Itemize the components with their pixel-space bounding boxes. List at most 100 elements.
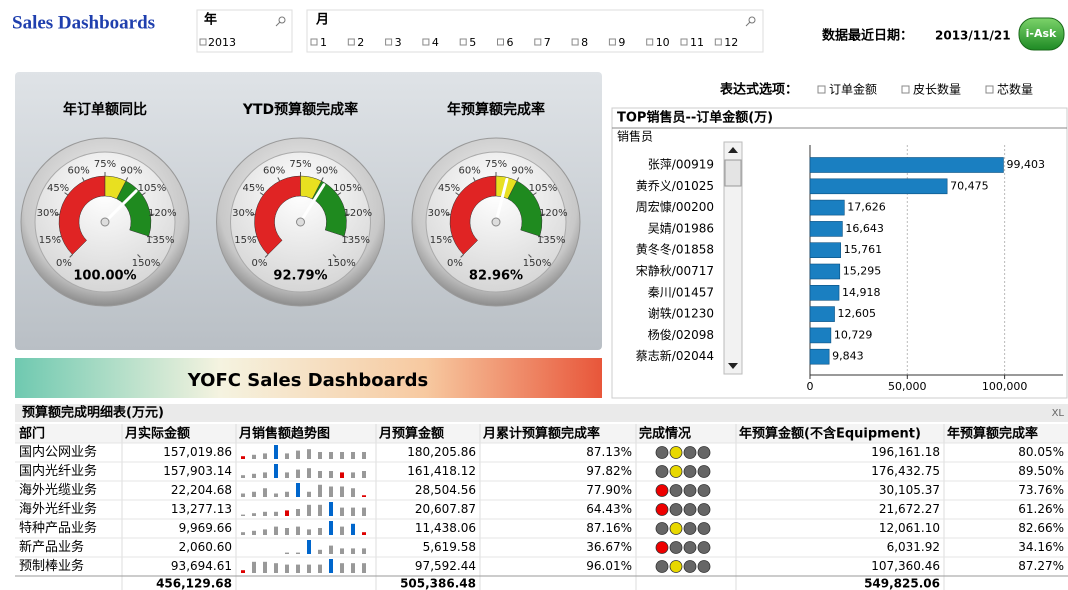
- year-checkbox[interactable]: [200, 39, 206, 45]
- trend-bar: [307, 565, 311, 573]
- trend-bar: [307, 492, 311, 497]
- status-light: [684, 542, 696, 554]
- month-checkbox[interactable]: [681, 39, 687, 45]
- year-budget: 176,432.75: [871, 464, 940, 478]
- rate: 77.90%: [586, 483, 632, 497]
- expression-checkbox[interactable]: [902, 86, 909, 93]
- trend-bar: [296, 483, 300, 497]
- month-checkbox[interactable]: [715, 39, 721, 45]
- status-light: [670, 485, 682, 497]
- trend-bar: [241, 570, 245, 573]
- expression-checkbox[interactable]: [986, 86, 993, 93]
- status-light: [656, 504, 668, 516]
- trend-bar: [318, 565, 322, 573]
- trend-bar: [263, 472, 267, 478]
- column-header: 月销售额趋势图: [238, 426, 330, 442]
- month-checkbox[interactable]: [460, 39, 466, 45]
- trend-bar: [329, 471, 333, 478]
- month-checkbox[interactable]: [311, 39, 317, 45]
- status-light: [670, 523, 682, 535]
- trend-bar: [296, 470, 300, 478]
- dept: 新产品业务: [19, 539, 84, 555]
- year-budget: 21,672.27: [879, 502, 940, 516]
- month-checkbox[interactable]: [572, 39, 578, 45]
- month-option: 9: [618, 36, 625, 49]
- trend-bar: [263, 488, 267, 497]
- trend-bar: [318, 505, 322, 516]
- trend-bar: [263, 562, 267, 573]
- trend-bar: [241, 532, 245, 535]
- gauge-hub: [297, 218, 305, 226]
- bar: [810, 264, 840, 279]
- actual: 157,903.14: [163, 464, 232, 478]
- trend-bar: [296, 509, 300, 516]
- trend-bar: [252, 513, 256, 516]
- bar: [810, 285, 839, 300]
- scroll-thumb: [725, 160, 741, 186]
- trend-bar: [263, 512, 267, 516]
- actual: 22,204.68: [171, 483, 232, 497]
- table-title-bar: [15, 404, 1068, 422]
- trend-bar: [329, 452, 333, 459]
- gauge-tick-label: 0%: [56, 258, 72, 269]
- trend-bar: [340, 548, 344, 554]
- gauge-tick-label: 135%: [537, 235, 566, 246]
- trend-bar: [351, 563, 355, 573]
- expression-option: 皮长数量: [913, 82, 961, 97]
- y-tick-label: 黄乔义/01025: [636, 179, 714, 193]
- data-label: 10,729: [834, 328, 873, 341]
- month-checkbox[interactable]: [498, 39, 504, 45]
- gauge-tick-label: 150%: [327, 258, 356, 269]
- status-light: [656, 523, 668, 535]
- actual: 2,060.60: [179, 540, 232, 554]
- status-light: [698, 466, 710, 478]
- status-light: [684, 561, 696, 573]
- month-checkbox[interactable]: [423, 39, 429, 45]
- data-label: 17,626: [847, 201, 886, 214]
- date-value: 2013/11/21: [935, 29, 1011, 43]
- budget: 20,607.87: [415, 502, 476, 516]
- trend-bar: [296, 451, 300, 459]
- total-actual: 456,129.68: [156, 577, 232, 590]
- year-rate: 73.76%: [1018, 483, 1064, 497]
- year-budget: 12,061.10: [879, 521, 940, 535]
- actual: 13,277.13: [171, 502, 232, 516]
- year-budget: 6,031.92: [887, 540, 940, 554]
- trend-bar: [340, 527, 344, 535]
- gauge-hub: [101, 218, 109, 226]
- gauge-tick-label: 150%: [523, 258, 552, 269]
- expression-checkbox[interactable]: [818, 86, 825, 93]
- dept: 海外光纤业务: [19, 501, 97, 517]
- trend-bar: [263, 529, 267, 535]
- status-light: [656, 447, 668, 459]
- total-budget: 505,386.48: [400, 577, 476, 590]
- gauge-tick-label: 135%: [341, 235, 370, 246]
- month-checkbox[interactable]: [647, 39, 653, 45]
- rate: 96.01%: [586, 559, 632, 573]
- trend-bar: [351, 548, 355, 554]
- month-option: 5: [469, 36, 476, 49]
- trend-bar: [274, 563, 278, 573]
- trend-bar: [274, 494, 278, 498]
- status-light: [684, 485, 696, 497]
- rate: 64.43%: [586, 502, 632, 516]
- year-label: 年: [204, 12, 217, 28]
- x-tick-label: 50,000: [888, 380, 927, 393]
- bar: [810, 200, 844, 215]
- expression-option: 芯数量: [997, 82, 1033, 97]
- status-light: [656, 561, 668, 573]
- month-checkbox[interactable]: [609, 39, 615, 45]
- trend-bar: [285, 565, 289, 573]
- trend-bar: [307, 468, 311, 478]
- month-checkbox[interactable]: [535, 39, 541, 45]
- month-checkbox[interactable]: [386, 39, 392, 45]
- trend-bar: [362, 548, 366, 554]
- trend-bar: [274, 445, 278, 459]
- month-checkbox[interactable]: [348, 39, 354, 45]
- column-header: 年预算额完成率: [947, 426, 1038, 442]
- trend-bar: [241, 475, 245, 478]
- banner-title: YOFC Sales Dashboards: [187, 370, 428, 391]
- gauge-tick-label: 45%: [47, 183, 69, 194]
- bar: [810, 179, 947, 194]
- data-label: 14,918: [842, 286, 881, 299]
